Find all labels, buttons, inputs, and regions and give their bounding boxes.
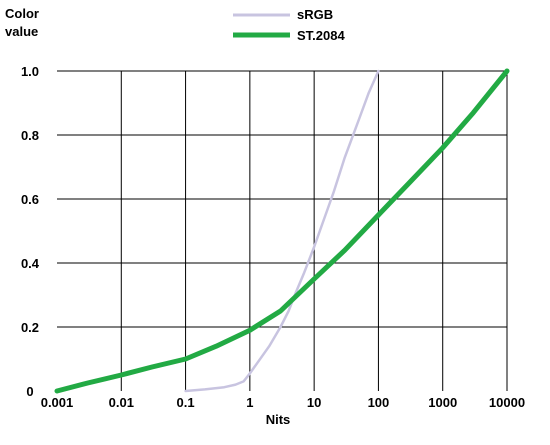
legend-label-srgb: sRGB bbox=[297, 7, 333, 22]
y-tick-label: 0.2 bbox=[21, 320, 39, 335]
x-tick-label: 100 bbox=[368, 395, 390, 410]
legend: sRGB ST.2084 bbox=[233, 7, 345, 43]
y-tick-label: 0.6 bbox=[21, 192, 39, 207]
y-tick-label: 0.8 bbox=[21, 128, 39, 143]
x-tick-label: 1000 bbox=[428, 395, 457, 410]
x-tick-label: 10000 bbox=[489, 395, 525, 410]
y-tick-label: 0 bbox=[26, 384, 33, 399]
series-line-st-2084 bbox=[54, 68, 510, 394]
x-tick-label: 10 bbox=[307, 395, 321, 410]
y-axis-label-line-2: value bbox=[5, 24, 38, 39]
series-lines bbox=[54, 68, 510, 394]
x-tick-label: 0.001 bbox=[41, 395, 74, 410]
x-tick-label: 0.1 bbox=[177, 395, 195, 410]
legend-label-st2084: ST.2084 bbox=[297, 28, 345, 43]
grid bbox=[57, 70, 508, 391]
x-tick-label: 0.01 bbox=[109, 395, 134, 410]
x-axis-label: Nits bbox=[266, 412, 291, 427]
x-tick-label: 1 bbox=[246, 395, 253, 410]
y-axis-label-line-1: Color bbox=[5, 6, 39, 21]
series-line-srgb bbox=[184, 69, 380, 393]
y-tick-label: 0.4 bbox=[21, 256, 40, 271]
tick-labels: 0.001 0.01 0.1 1 10 100 1000 10000 0 0.2 0.4 0.6 0.8… bbox=[21, 64, 525, 410]
y-tick-label: 1.0 bbox=[21, 64, 39, 79]
